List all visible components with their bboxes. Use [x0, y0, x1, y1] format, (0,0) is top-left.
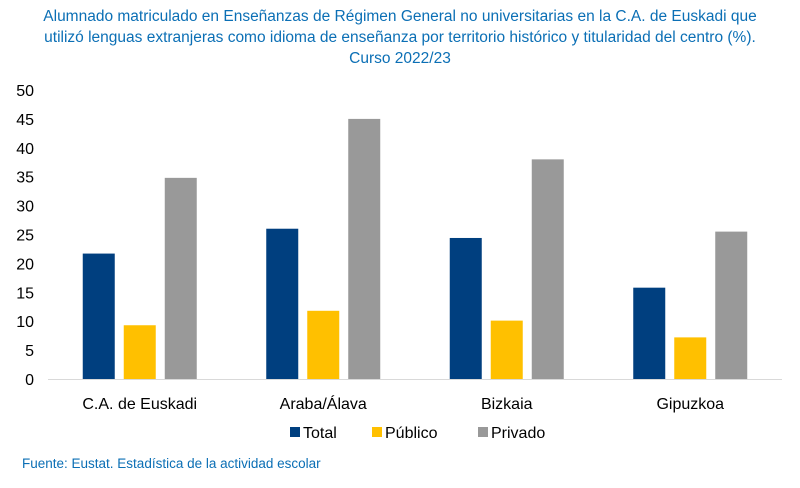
bar-privado-1 — [348, 118, 381, 380]
y-tick-label: 20 — [16, 256, 34, 273]
bar-privado-3 — [715, 231, 748, 379]
legend-label: Total — [303, 425, 337, 442]
y-tick-label: 30 — [16, 199, 34, 216]
y-tick-label: 15 — [16, 285, 34, 302]
y-tick-label: 50 — [16, 83, 34, 100]
category-label: Gipuzkoa — [656, 396, 724, 413]
bar-pblico-1 — [307, 310, 340, 379]
chart-title: Alumnado matriculado en Enseñanzas de Ré… — [10, 6, 790, 69]
y-tick-label: 45 — [16, 112, 34, 129]
chart-title-line-3: Curso 2022/23 — [349, 50, 451, 67]
bar-pblico-3 — [674, 337, 707, 379]
chart-title-line-2: utilizó lenguas extranjeras como idioma … — [44, 29, 756, 46]
legend-swatch-0 — [290, 427, 300, 437]
bar-privado-0 — [164, 177, 197, 379]
bar-privado-2 — [531, 159, 564, 379]
bar-pblico-2 — [490, 320, 523, 379]
bar-total-2 — [449, 237, 482, 379]
y-tick-label: 0 — [25, 372, 34, 389]
category-label: Bizkaia — [481, 396, 533, 413]
y-tick-label: 10 — [16, 314, 34, 331]
category-label: C.A. de Euskadi — [82, 396, 197, 413]
y-tick-label: 25 — [16, 228, 34, 245]
bar-total-3 — [633, 287, 666, 379]
y-tick-label: 35 — [16, 170, 34, 187]
bar-pblico-0 — [123, 325, 156, 379]
legend-label: Público — [385, 425, 438, 442]
chart-title-line-1: Alumnado matriculado en Enseñanzas de Ré… — [43, 8, 757, 25]
bar-total-0 — [82, 253, 115, 379]
bar-total-1 — [266, 228, 299, 379]
source-footer: Fuente: Eustat. Estadística de la activi… — [22, 456, 321, 471]
legend-label: Privado — [491, 425, 545, 442]
legend-swatch-1 — [372, 427, 382, 437]
y-tick-label: 40 — [16, 141, 34, 158]
y-tick-label: 5 — [25, 343, 34, 360]
category-label: Araba/Álava — [280, 394, 367, 413]
legend-swatch-2 — [478, 427, 488, 437]
